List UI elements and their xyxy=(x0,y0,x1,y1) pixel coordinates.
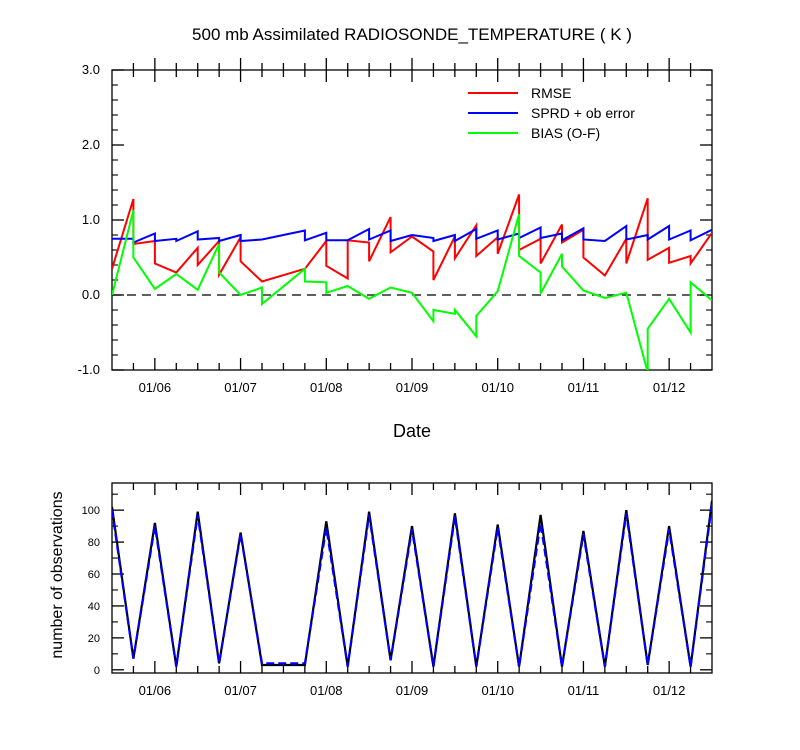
legend-label: BIAS (O-F) xyxy=(531,125,600,141)
x-tick-label: 01/07 xyxy=(224,683,257,698)
x-tick-label: 01/10 xyxy=(481,683,514,698)
bottom-plot-area: 01/06 01/07 01/08 01/09 01/10 01/11 01/12 0 20 40… xyxy=(82,482,713,698)
x-tick-label: 01/06 xyxy=(139,683,172,698)
x-tick-label: 01/08 xyxy=(310,380,343,395)
x-tick-label: 01/09 xyxy=(396,380,429,395)
top-chart: 500 mb Assimilated RADIOSONDE_TEMPERATUR… xyxy=(78,25,713,441)
y-tick-label: 60 xyxy=(88,569,100,581)
y-tick-label: -1.0 xyxy=(78,362,100,377)
y-tick-label: 2.0 xyxy=(82,137,100,152)
y-tick-label: 0 xyxy=(94,665,100,677)
y-tick-label: 20 xyxy=(88,633,100,645)
x-tick-label: 01/09 xyxy=(396,683,429,698)
legend-label: RMSE xyxy=(531,85,571,101)
series-group xyxy=(112,500,712,667)
legend-label: SPRD + ob error xyxy=(531,105,635,121)
x-tick-label: 01/11 xyxy=(568,683,600,698)
y-tick-label: 0.0 xyxy=(82,287,100,302)
bottom-chart: number of observations 01/06 01/07 01/08 01… xyxy=(49,482,713,698)
series-line-rmse xyxy=(112,194,712,283)
x-axis-title: Date xyxy=(393,421,431,441)
y-tick-label: 100 xyxy=(82,505,100,517)
x-tick-label: 01/07 xyxy=(224,380,257,395)
x-tick-label: 01/10 xyxy=(481,380,514,395)
top-plot-area: 01/06 01/07 01/08 01/09 01/10 01/11 01/12 -1.0 0… xyxy=(78,58,713,395)
y-axis-title: number of observations xyxy=(49,491,66,658)
series-line-observations-used xyxy=(112,503,712,667)
x-tick-label: 01/11 xyxy=(568,380,600,395)
x-tick-label: 01/06 xyxy=(139,380,172,395)
plot-frame xyxy=(111,482,713,674)
x-tick-label: 01/08 xyxy=(310,683,343,698)
series-group xyxy=(112,194,712,370)
x-tick-label: 01/12 xyxy=(653,380,686,395)
x-tick-label: 01/12 xyxy=(653,683,686,698)
y-tick-label: 80 xyxy=(88,537,100,549)
y-tick-label: 1.0 xyxy=(82,212,100,227)
y-tick-label: 40 xyxy=(88,601,100,613)
series-line-bias-o-f xyxy=(112,210,712,370)
series-line-observations-possible xyxy=(112,500,712,667)
y-tick-label: 3.0 xyxy=(82,62,100,77)
series-line-sprd-ob-error xyxy=(112,224,712,245)
chart-title: 500 mb Assimilated RADIOSONDE_TEMPERATUR… xyxy=(192,25,632,44)
legend: RMSE SPRD + ob error BIAS (O-F) xyxy=(468,85,635,141)
